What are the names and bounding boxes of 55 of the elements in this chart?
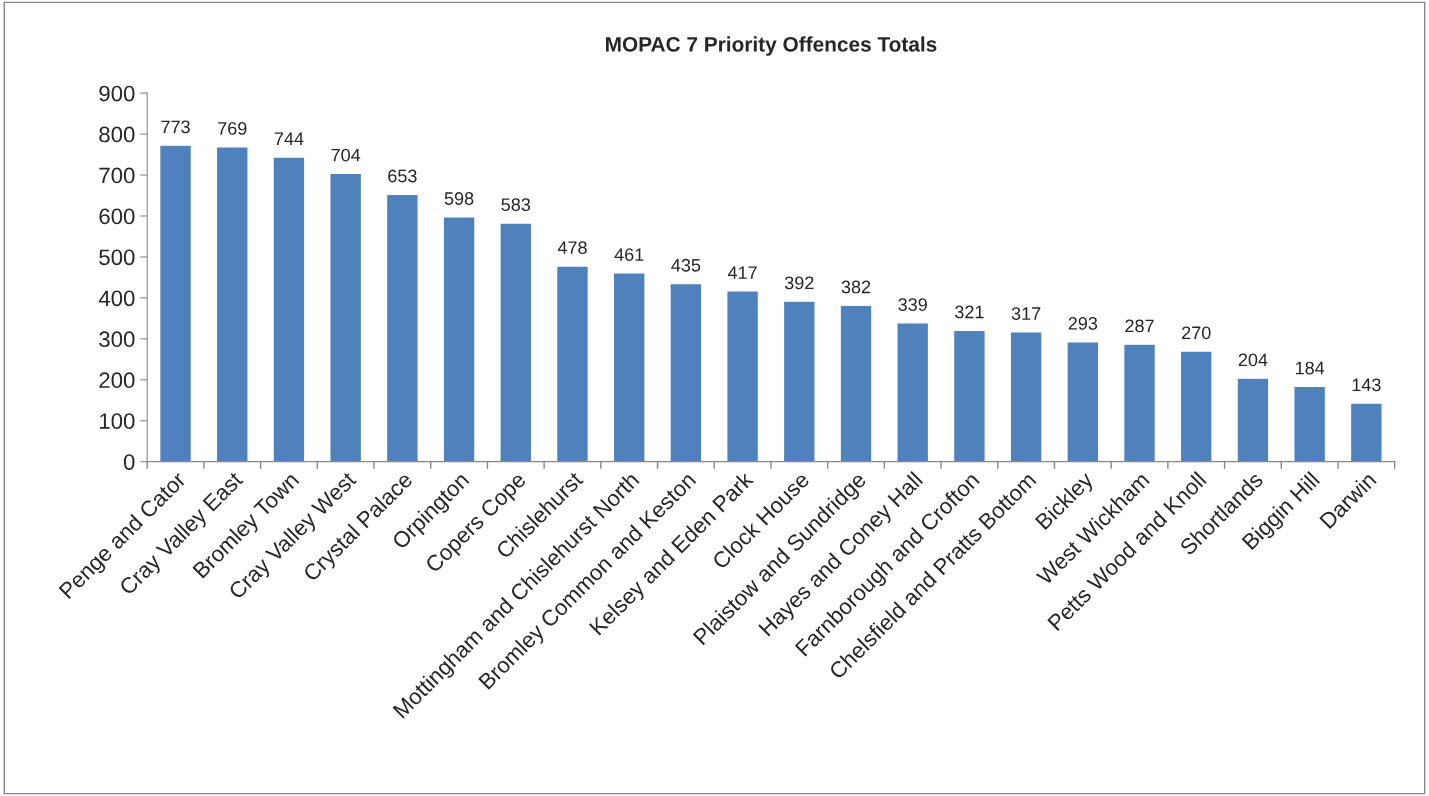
data-label: 184: [1295, 361, 1325, 375]
y-tick-label: 700: [99, 167, 135, 184]
bar: [896, 322, 930, 462]
data-label: 769: [218, 122, 247, 135]
bar: [1009, 331, 1043, 462]
y-tick-label: 400: [98, 290, 135, 307]
bar: [1236, 377, 1270, 462]
bar: [272, 156, 306, 462]
y-tick-label: 100: [100, 413, 135, 429]
data-label: 204: [1238, 353, 1268, 367]
bar: [1066, 341, 1100, 462]
bar: [952, 329, 986, 462]
data-label: 287: [1125, 319, 1154, 333]
bar: [215, 146, 249, 462]
bar: [158, 144, 193, 462]
bar: [1293, 385, 1327, 462]
bar: [726, 290, 760, 462]
data-label: 143: [1352, 378, 1381, 392]
y-tick-label: 500: [99, 249, 135, 266]
data-label: 435: [671, 258, 701, 272]
data-label: 461: [614, 248, 644, 261]
data-label: 339: [898, 298, 927, 311]
data-label: 392: [784, 276, 814, 290]
bar: [1122, 343, 1157, 462]
bar: [1349, 402, 1383, 462]
bar: [329, 172, 363, 462]
bar: [839, 304, 873, 462]
data-label: 417: [727, 266, 757, 279]
data-label: 382: [841, 280, 871, 294]
data-label: 583: [501, 198, 531, 212]
data-label: 270: [1182, 326, 1211, 340]
data-label: 598: [444, 192, 474, 205]
bar: [385, 193, 419, 462]
data-label: 704: [331, 148, 361, 162]
y-tick-label: 900: [99, 85, 135, 102]
data-label: 478: [557, 241, 587, 255]
bar: [1179, 350, 1213, 462]
bar: [612, 272, 646, 462]
data-label: 773: [161, 120, 190, 134]
y-tick-label: 300: [99, 331, 135, 348]
data-label: 744: [274, 132, 304, 145]
bar: [442, 216, 476, 462]
y-tick-label: 600: [99, 208, 135, 225]
y-tick-label: 800: [99, 126, 135, 143]
bar: [669, 282, 703, 462]
bar: [555, 265, 590, 462]
data-label: 653: [388, 169, 417, 183]
bar: [782, 300, 816, 462]
chart-title: MOPAC 7 Priority Offences Totals: [606, 36, 937, 56]
y-tick-label: 200: [99, 372, 135, 389]
data-label: 321: [955, 305, 984, 319]
data-label: 317: [1011, 307, 1041, 320]
data-label: 293: [1068, 317, 1098, 330]
y-tick-label: 0: [123, 454, 135, 470]
bar: [499, 222, 533, 462]
